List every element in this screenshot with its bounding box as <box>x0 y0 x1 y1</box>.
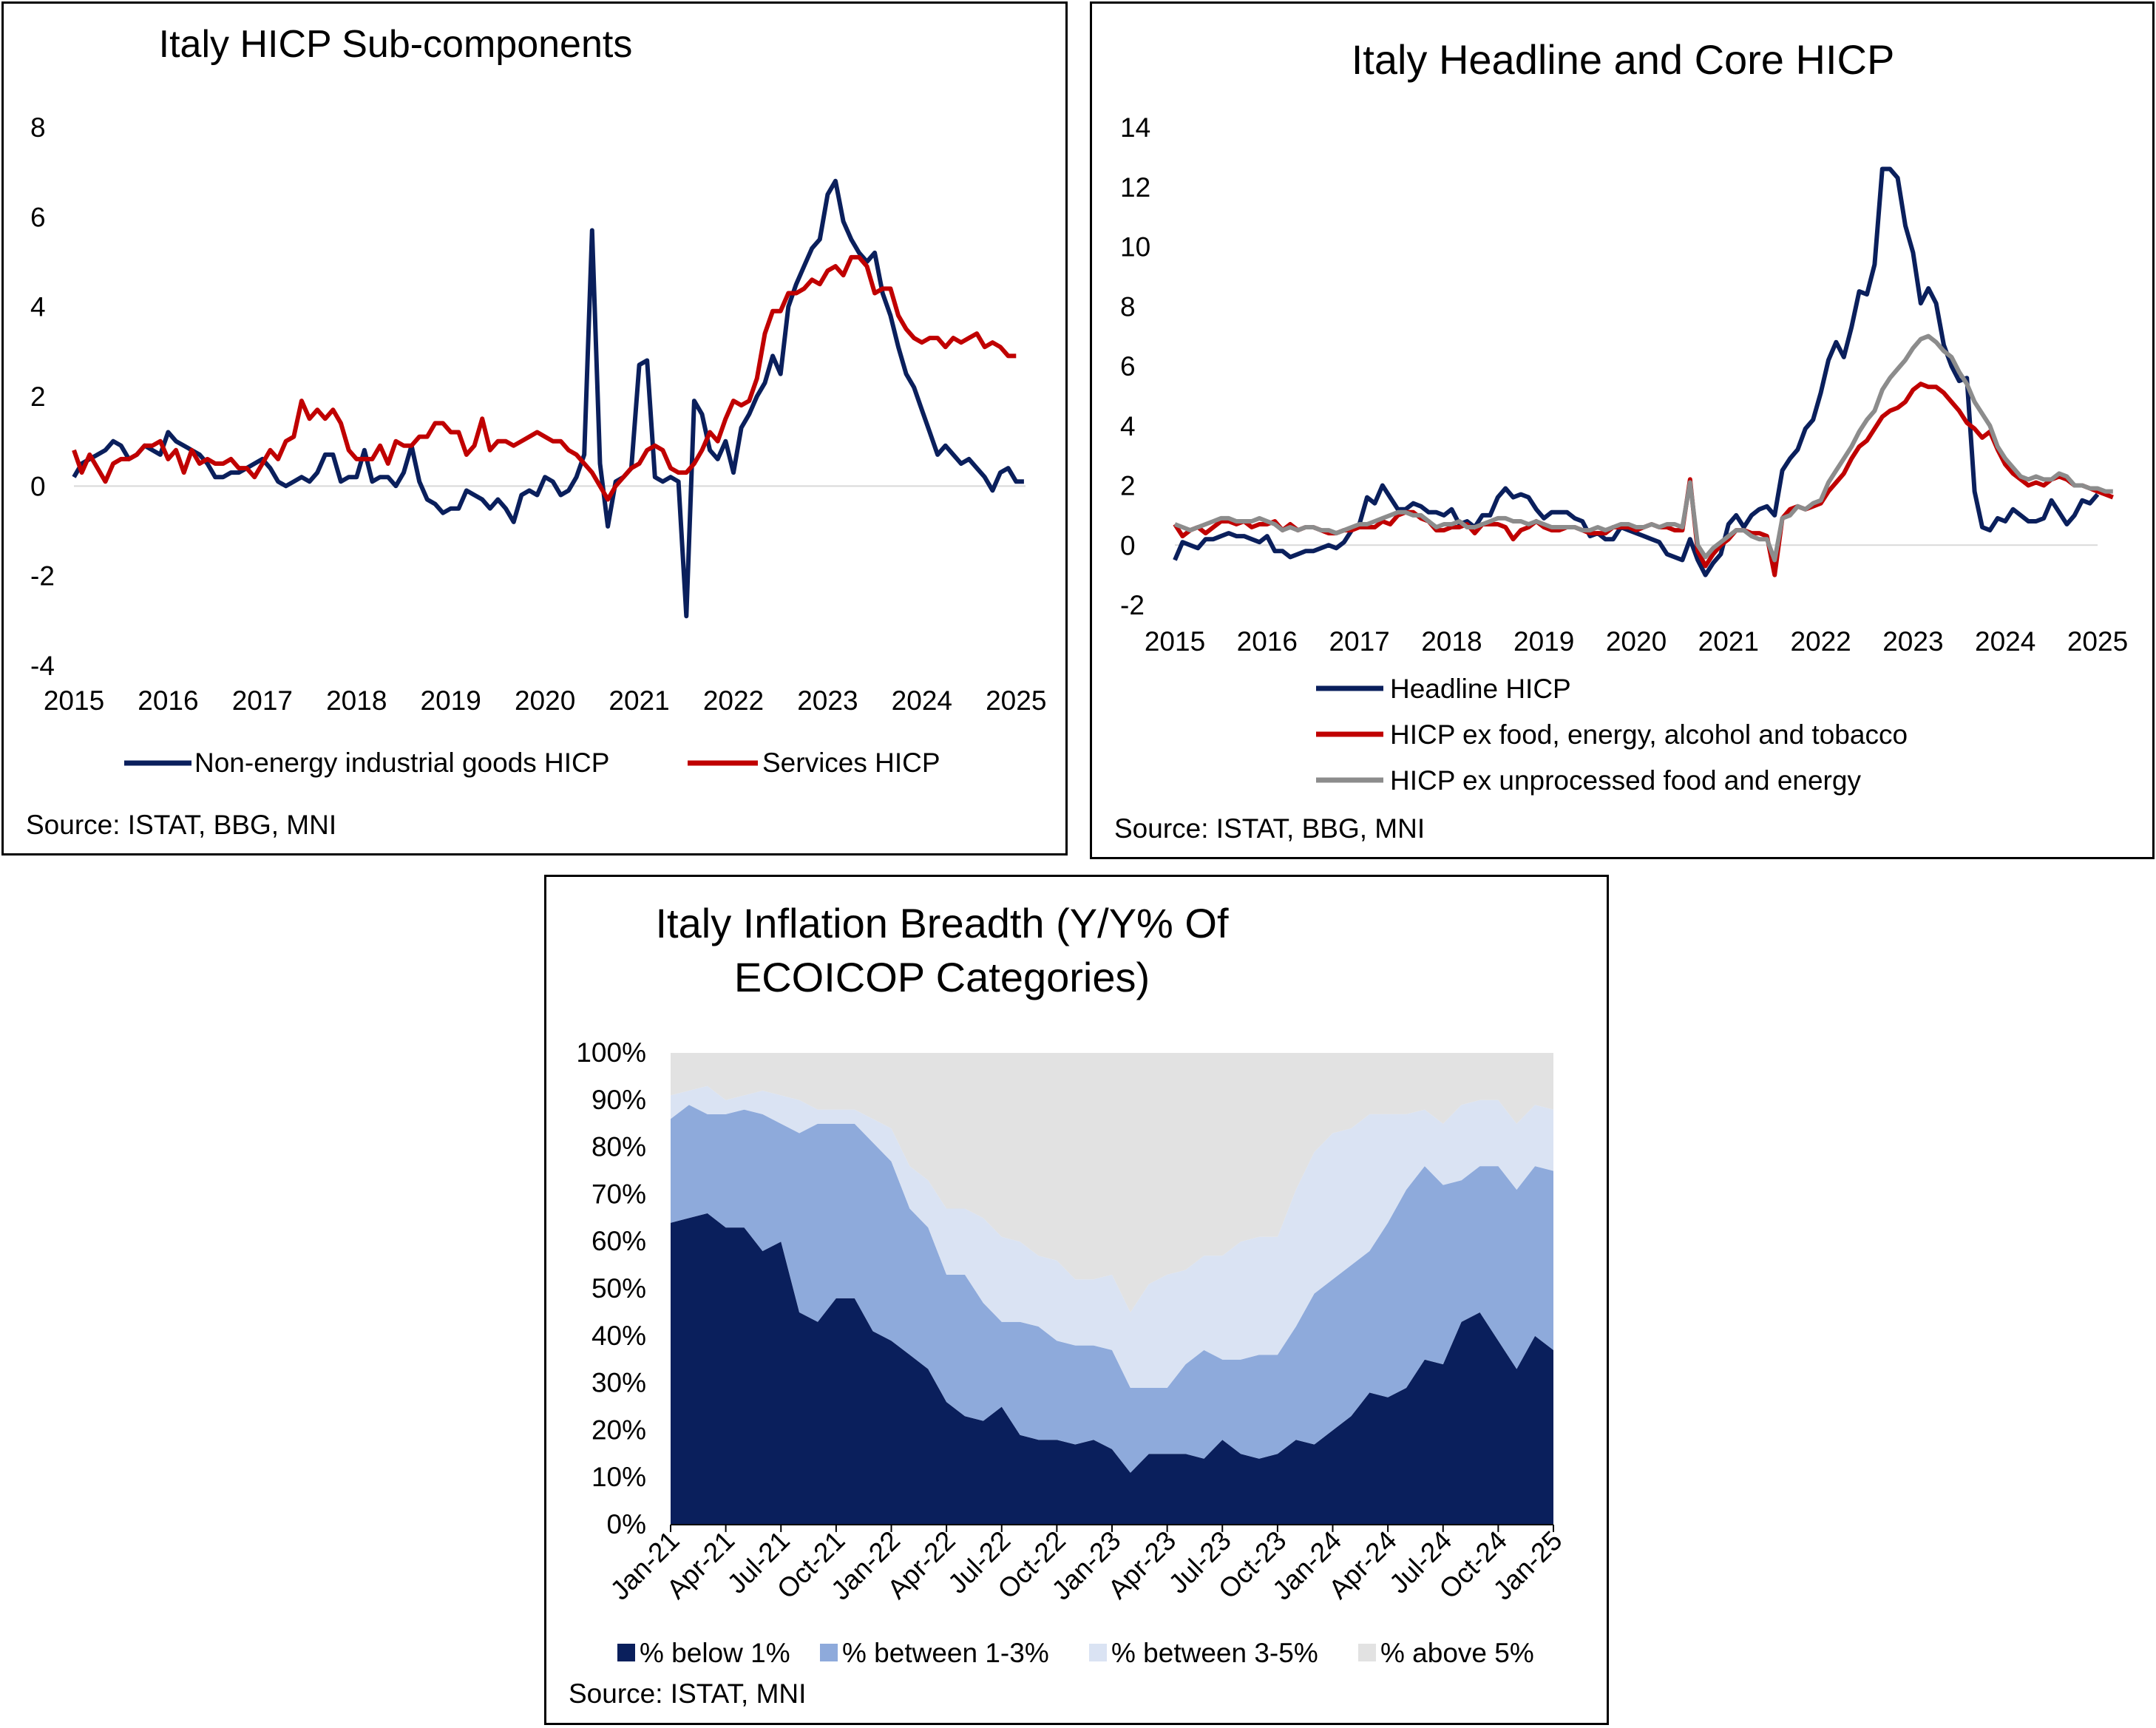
x-tick-label: 2020 <box>515 685 575 716</box>
source-note: Source: ISTAT, BBG, MNI <box>26 810 336 840</box>
x-tick-label: 2022 <box>703 685 764 716</box>
legend: Non-energy industrial goods HICP Service… <box>124 748 940 778</box>
y-tick-label: 50% <box>591 1273 646 1304</box>
y-tick-label: 80% <box>591 1132 646 1162</box>
y-tick-label: 2 <box>30 382 46 412</box>
area-series-4 <box>671 1053 1553 1312</box>
y-tick-label: 20% <box>591 1414 646 1445</box>
x-tick-label: 2023 <box>1882 626 1943 657</box>
series-line-3 <box>1173 333 2113 563</box>
chart-panel-headline-core-hicp: Italy Headline and Core HICP 14 12 10 8 6 4 2 0… <box>1090 1 2155 859</box>
y-tick-label: 8 <box>30 112 46 143</box>
series-line-1 <box>1173 166 2100 577</box>
y-tick-label: -2 <box>30 561 55 592</box>
chart-panel-inflation-breadth: Italy Inflation Breadth (Y/Y% Of ECOICOP… <box>544 875 1609 1725</box>
x-tick-label: 2017 <box>1329 626 1389 657</box>
y-tick-label: 10 <box>1120 232 1150 262</box>
y-tick-label: 4 <box>30 292 46 322</box>
x-tick-label: 2019 <box>421 685 481 716</box>
chart-title-line-2: ECOICOP Categories) <box>734 954 1150 1000</box>
area-series-1 <box>671 1213 1553 1525</box>
y-tick-label: 40% <box>591 1321 646 1351</box>
legend-swatch-below-1 <box>617 1644 635 1661</box>
y-tick-label: 12 <box>1120 172 1150 203</box>
plot-area: 8 6 4 2 0 -2 -4 2015 2016 2017 2018 2019 2020 2021 202… <box>30 112 1046 716</box>
y-tick-label: 30% <box>591 1368 646 1398</box>
chart-title: Italy HICP Sub-components <box>159 23 633 66</box>
x-tick-label: 2021 <box>609 685 669 716</box>
y-tick-label: 4 <box>1120 411 1136 441</box>
source-note: Source: ISTAT, BBG, MNI <box>1114 813 1425 844</box>
legend-swatch-3-5 <box>1089 1644 1107 1661</box>
chart-panel-hicp-subcomponents: Italy HICP Sub-components 8 6 4 2 0 -2 -4 2015 2… <box>1 1 1068 855</box>
y-tick-label: -4 <box>30 651 55 681</box>
legend: Headline HICP HICP ex food, energy, alco… <box>1316 674 1908 796</box>
y-tick-label: 60% <box>591 1226 646 1256</box>
legend-label-3-5: % between 3-5% <box>1111 1638 1318 1668</box>
x-tick-label: 2019 <box>1513 626 1574 657</box>
chart-title: Italy Headline and Core HICP <box>1352 36 1895 83</box>
area-series-2 <box>671 1105 1553 1473</box>
legend-label-headline: Headline HICP <box>1390 674 1571 704</box>
legend-label-1-3: % between 1-3% <box>842 1638 1049 1668</box>
source-note: Source: ISTAT, MNI <box>569 1678 806 1709</box>
chart-headline-core-hicp: Italy Headline and Core HICP 14121086420… <box>1114 36 2128 844</box>
legend-label-below-1: % below 1% <box>640 1638 790 1668</box>
x-tick-label: 2021 <box>1698 626 1759 657</box>
legend-label-services: Services HICP <box>762 748 940 778</box>
x-tick-label: 2025 <box>986 685 1046 716</box>
y-tick-label: 14 <box>1120 112 1150 143</box>
y-tick-label: 10% <box>591 1462 646 1492</box>
x-tick-label: 2015 <box>1145 626 1205 657</box>
chart-inflation-breadth: Italy Inflation Breadth (Y/Y% Of ECOICOP… <box>569 900 1568 1709</box>
x-tick-label: 2016 <box>1237 626 1298 657</box>
y-tick-label: 0 <box>30 471 46 501</box>
x-tick-label: 2016 <box>138 685 198 716</box>
x-tick-label: 2017 <box>232 685 293 716</box>
y-tick-label: 8 <box>1120 291 1136 322</box>
y-tick-label: 2 <box>1120 471 1136 501</box>
x-tick-label: 2025 <box>2067 626 2128 657</box>
series-line-1 <box>72 178 1024 619</box>
y-tick-label: -2 <box>1120 590 1145 620</box>
legend-swatch-above-5 <box>1358 1644 1376 1661</box>
chart-hicp-subcomponents: Italy HICP Sub-components 8 6 4 2 0 -2 -4 2015 2… <box>26 23 1046 840</box>
legend-label-core: HICP ex food, energy, alcohol and tobacc… <box>1390 719 1908 750</box>
x-tick-label: 2018 <box>1421 626 1482 657</box>
legend-label-non-energy: Non-energy industrial goods HICP <box>194 748 609 778</box>
x-tick-label: 2024 <box>1975 626 2035 657</box>
y-tick-label: 6 <box>1120 351 1136 382</box>
legend: % below 1% % between 1-3% % between 3-5%… <box>617 1638 1534 1668</box>
y-tick-label: 6 <box>30 202 46 232</box>
plot-area: 100%90%80%70%60%50%40%30%20%10%0%Jan-21A… <box>576 1037 1567 1606</box>
x-tick-label: 2023 <box>797 685 858 716</box>
x-tick-label: 2018 <box>326 685 387 716</box>
area-series-3 <box>671 1085 1553 1388</box>
x-tick-label: 2022 <box>1790 626 1851 657</box>
y-tick-label: 100% <box>576 1037 646 1068</box>
legend-label-ex-unprocessed: HICP ex unprocessed food and energy <box>1390 765 1861 796</box>
y-tick-label: 0 <box>1120 530 1136 560</box>
series-line-2 <box>72 254 1017 502</box>
y-tick-label: 70% <box>591 1179 646 1209</box>
y-tick-label: 90% <box>591 1085 646 1115</box>
chart-title-line-1: Italy Inflation Breadth (Y/Y% Of <box>655 900 1228 946</box>
x-tick-label: 2024 <box>892 685 952 716</box>
y-tick-label: 0% <box>607 1509 646 1539</box>
legend-label-above-5: % above 5% <box>1380 1638 1534 1668</box>
legend-swatch-1-3 <box>820 1644 838 1661</box>
x-tick-label: 2015 <box>44 685 104 716</box>
x-tick-label: 2020 <box>1606 626 1667 657</box>
